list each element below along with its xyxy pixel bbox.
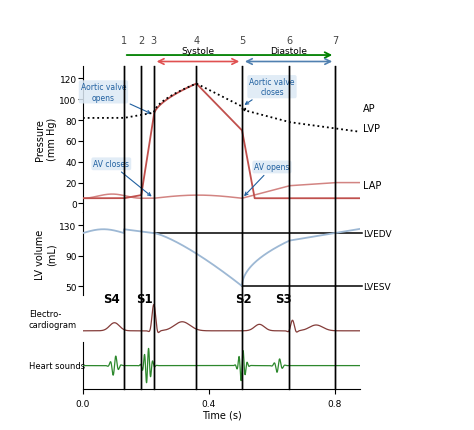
Y-axis label: Pressure
(mm Hg): Pressure (mm Hg) [35, 118, 57, 161]
Text: AV opens: AV opens [245, 163, 290, 196]
Text: Diastole: Diastole [270, 47, 307, 56]
Text: S1: S1 [136, 292, 153, 305]
Text: LVP: LVP [364, 124, 381, 134]
Text: LAP: LAP [364, 180, 382, 190]
Y-axis label: LV volume
(mL): LV volume (mL) [35, 229, 57, 279]
Text: LVEDV: LVEDV [364, 229, 392, 238]
Text: S4: S4 [103, 292, 119, 305]
Text: 1: 1 [121, 36, 127, 46]
Text: Heart sounds: Heart sounds [29, 361, 85, 370]
X-axis label: Time (s): Time (s) [202, 409, 241, 419]
Text: S2: S2 [235, 292, 252, 305]
Text: S3: S3 [275, 292, 292, 305]
Text: 6: 6 [286, 36, 292, 46]
Text: Systole: Systole [182, 47, 215, 56]
Text: Electro-
cardiogram: Electro- cardiogram [29, 309, 77, 329]
Text: Aortic valve
opens: Aortic valve opens [81, 83, 150, 114]
Text: 5: 5 [239, 36, 245, 46]
Text: 4: 4 [193, 36, 200, 46]
Text: 3: 3 [151, 36, 157, 46]
Text: Aortic valve
closes: Aortic valve closes [246, 78, 295, 105]
Text: 2: 2 [138, 36, 145, 46]
Text: LVESV: LVESV [364, 282, 391, 291]
Text: AP: AP [364, 103, 376, 113]
Text: 7: 7 [332, 36, 338, 46]
Text: AV closes: AV closes [93, 160, 151, 196]
